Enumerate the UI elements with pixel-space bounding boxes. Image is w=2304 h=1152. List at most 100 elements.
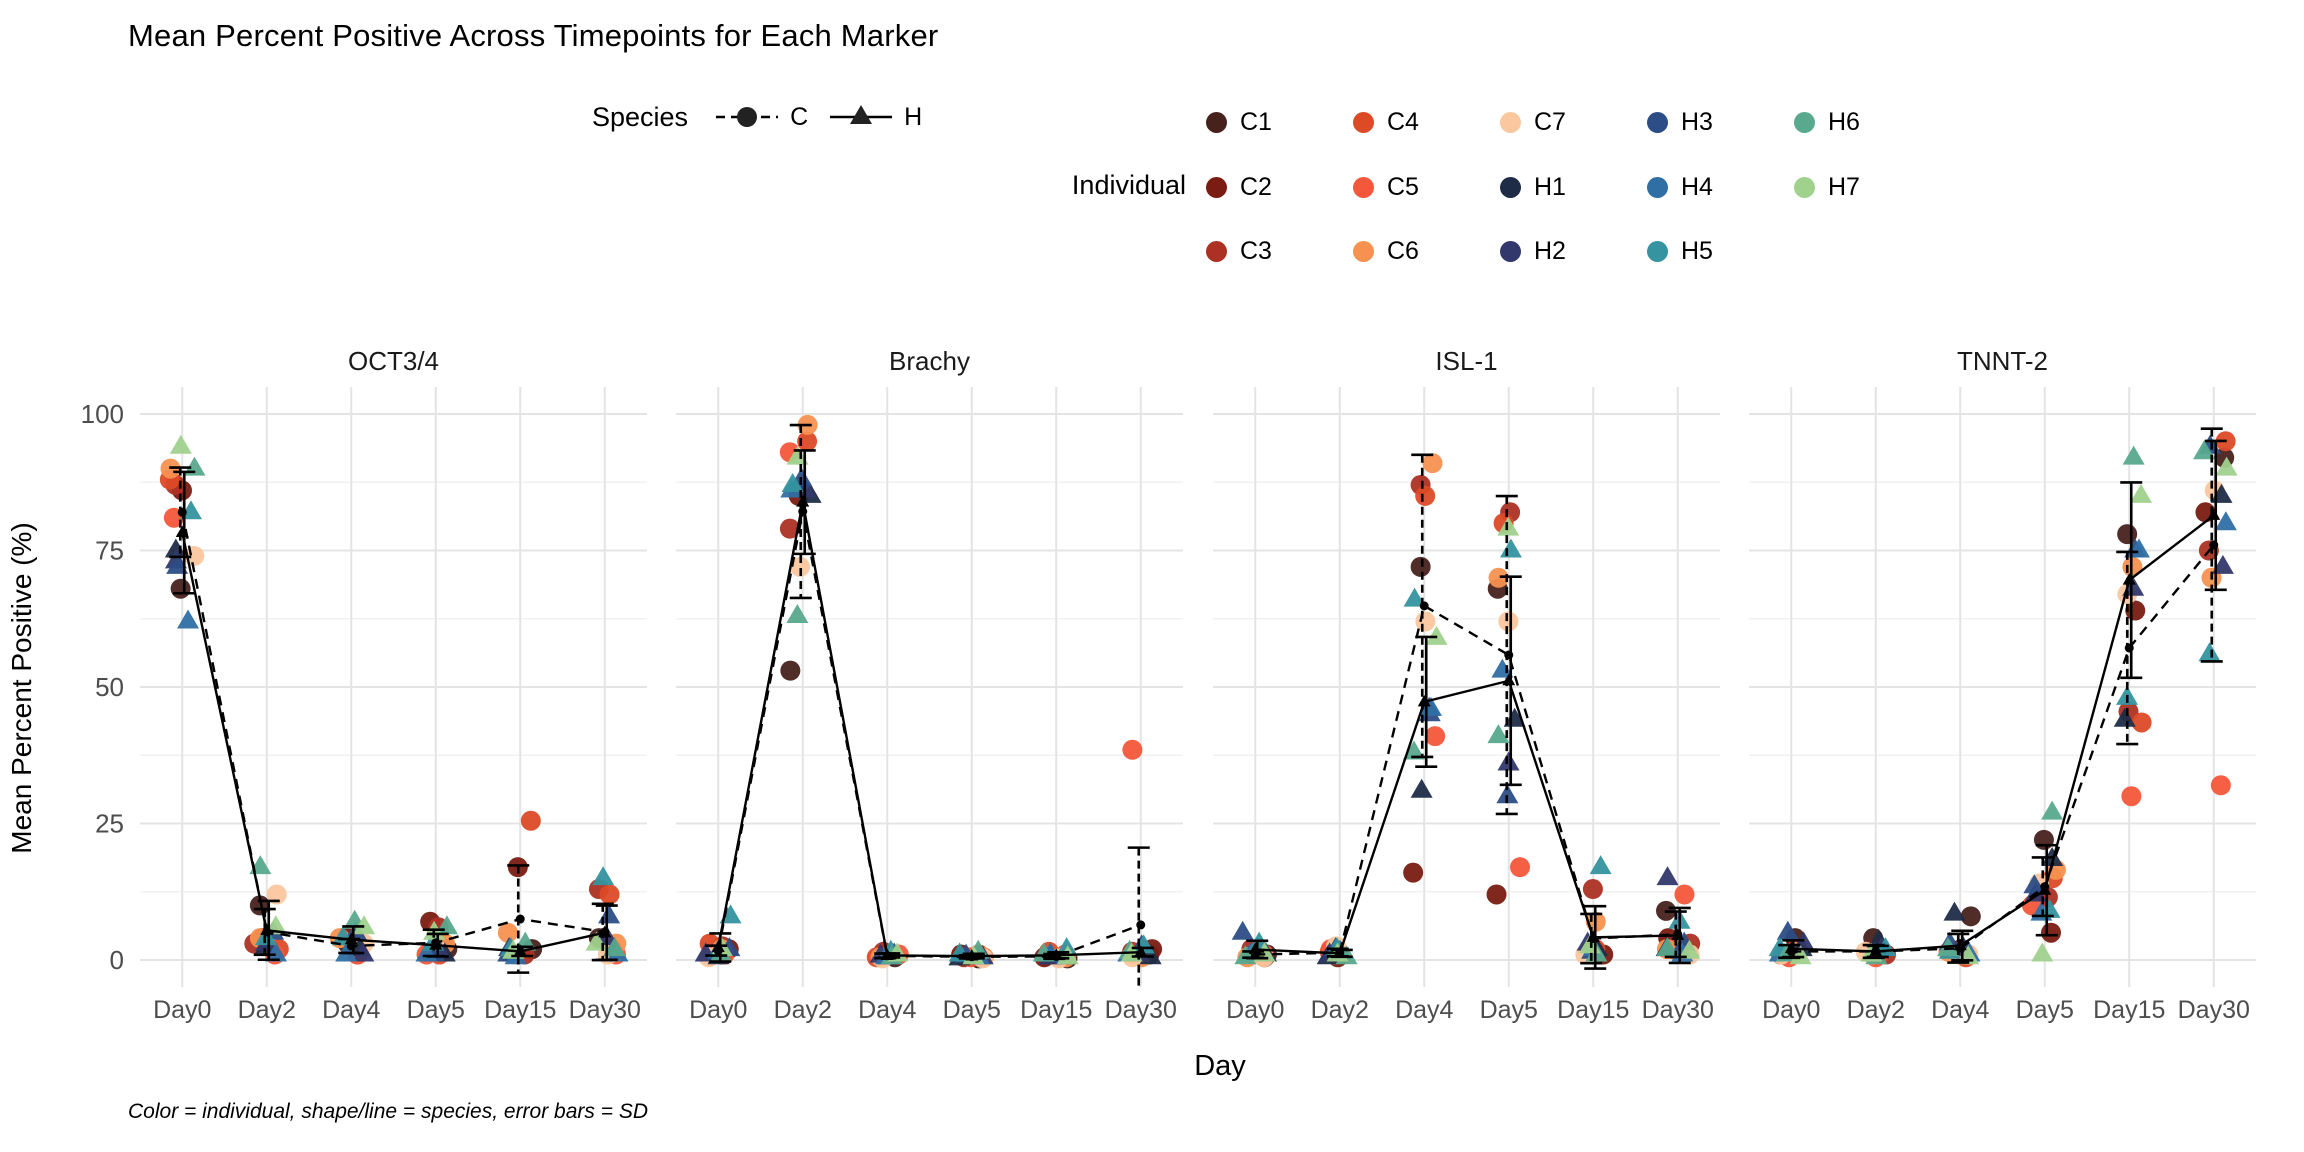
data-point-H3 [1496, 784, 1519, 804]
mean-line-H [1791, 514, 2215, 953]
data-point-H7 [786, 445, 809, 465]
data-point-H6 [1402, 740, 1425, 760]
facet-panel-isl-1: ISL-1 Day0 Day2 Day4 Day5 Day15 Day30 [1213, 346, 1720, 1024]
data-point-H3 [1776, 920, 1799, 940]
x-tick-label: Day15 [1557, 996, 1629, 1024]
data-point-H6 [2041, 800, 2064, 820]
individual-legend-title: Individual [1071, 170, 1186, 200]
data-points [694, 414, 1163, 969]
data-point-H2 [2211, 554, 2234, 574]
data-point-C5 [1425, 726, 1446, 747]
species-C-stats [1242, 453, 1687, 965]
data-point-H2 [1656, 866, 1679, 886]
y-tick-label: 75 [95, 536, 124, 566]
data-point-H5 [1403, 587, 1426, 607]
color-swatch-icon [1353, 112, 1374, 133]
legend-item-C1: C1 [1206, 108, 1272, 137]
legend-item-label: H6 [1828, 108, 1860, 136]
data-point-C6 [1422, 453, 1443, 474]
legend-item-H6: H6 [1794, 108, 1860, 137]
data-point-C5 [1122, 739, 1143, 760]
facet-title: Brachy [889, 346, 970, 376]
color-swatch-icon [1794, 112, 1815, 133]
species-key-label: H [904, 102, 923, 131]
data-point-C7 [266, 884, 287, 905]
legend-item-label: C1 [1240, 108, 1272, 136]
data-point-C4 [1415, 485, 1436, 506]
y-axis-ticks: 0 25 50 75 100 [81, 399, 124, 975]
species-key-C: C [714, 100, 808, 134]
x-tick-label: Day30 [1642, 996, 1714, 1024]
x-tick-label: Day0 [689, 996, 747, 1024]
x-tick-label: Day4 [1395, 996, 1453, 1024]
species-H-stats [173, 470, 618, 962]
color-swatch-icon [1206, 176, 1227, 198]
legend-item-label: C2 [1240, 172, 1272, 201]
data-points [1768, 431, 2238, 968]
triangle-marker-icon [830, 105, 893, 124]
data-point-C3 [1582, 879, 1603, 900]
data-point-C5 [1510, 857, 1531, 878]
legend-item-C3: C3 [1206, 237, 1272, 266]
data-point-H7 [2215, 456, 2238, 476]
y-tick-label: 0 [110, 945, 124, 975]
data-point-H3 [2023, 874, 2046, 894]
color-swatch-icon [1794, 176, 1815, 198]
data-point-C5 [1674, 884, 1695, 905]
data-points [1231, 453, 1701, 968]
data-point-H6 [1656, 937, 1679, 957]
legend-item-H3: H3 [1647, 108, 1713, 137]
data-point-H7 [1497, 516, 1520, 536]
data-point-H5 [1589, 855, 1612, 875]
data-point-H6 [1487, 724, 1510, 744]
data-point-H6 [603, 937, 626, 957]
data-point-C1 [2033, 829, 2054, 850]
mean-line-C [181, 512, 605, 948]
data-point-H7 [1789, 945, 1812, 965]
gridlines [140, 387, 647, 987]
gridlines [1213, 387, 1720, 987]
legend-item-label: H3 [1681, 108, 1713, 136]
data-point-C5 [2210, 775, 2231, 796]
data-point-C5 [2121, 786, 2142, 807]
gridlines [1749, 387, 2256, 987]
color-swatch-icon [1500, 241, 1521, 262]
x-tick-label: Day30 [1105, 996, 1177, 1024]
data-point-H1 [1503, 707, 1526, 727]
data-point-C2 [1486, 884, 1507, 905]
legend-item-label: C7 [1534, 108, 1566, 136]
color-swatch-icon [1647, 241, 1668, 262]
data-point-C3 [779, 518, 800, 539]
legend-item-label: C6 [1387, 237, 1419, 265]
data-point-H7 [2031, 942, 2054, 962]
x-tick-label: Day15 [2093, 996, 2165, 1024]
x-tick-label: Day4 [322, 996, 380, 1024]
species-key-label: C [790, 102, 809, 131]
mean-line-C [717, 511, 1142, 959]
color-swatch-icon [1353, 241, 1374, 262]
species-H-stats [1782, 439, 2227, 962]
species-legend-title: Species [592, 101, 689, 132]
data-point-H4 [264, 942, 287, 962]
legend-item-label: C5 [1387, 172, 1419, 201]
data-point-C1 [1960, 906, 1981, 927]
data-point-C4 [797, 431, 818, 452]
data-point-H3 [598, 904, 621, 924]
data-point-H6 [2193, 440, 2216, 460]
x-axis-title: Day [1194, 1050, 1246, 1082]
data-point-H6 [2122, 445, 2145, 465]
x-tick-label: Day30 [2178, 996, 2250, 1024]
color-swatch-icon [1647, 112, 1668, 133]
data-point-H5 [719, 904, 742, 924]
y-tick-label: 50 [95, 672, 124, 702]
x-tick-label: Day5 [2016, 996, 2074, 1024]
data-point-C2 [1403, 862, 1424, 883]
legend-item-label: H2 [1534, 237, 1566, 265]
legend-item-H7: H7 [1794, 173, 1860, 202]
data-point-H3 [1231, 920, 1254, 940]
data-point-H7 [1425, 625, 1448, 645]
x-tick-label: Day15 [1020, 996, 1092, 1024]
